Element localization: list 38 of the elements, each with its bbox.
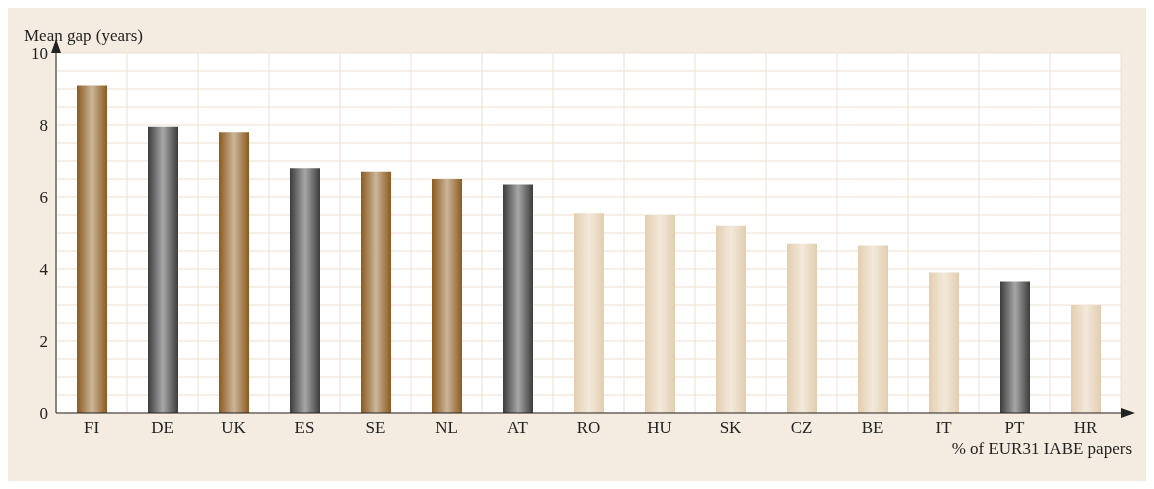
x-tick-label: ES	[294, 418, 315, 438]
x-tick-label: IT	[935, 418, 953, 438]
x-tick-label: FI	[83, 418, 100, 438]
x-tick-label: DE	[151, 418, 174, 438]
bar	[1000, 281, 1030, 413]
y-tick-label: 8	[39, 116, 48, 136]
x-tick-label: SK	[719, 418, 743, 438]
bar	[1071, 305, 1101, 413]
x-tick-label: UK	[221, 418, 247, 438]
bar	[929, 272, 959, 413]
y-tick-label: 10	[31, 44, 48, 64]
x-tick-label: AT	[507, 418, 529, 438]
x-tick-label: CZ	[790, 418, 813, 438]
y-tick-label: 6	[39, 188, 48, 208]
x-tick-label: HR	[1073, 418, 1098, 438]
bar	[148, 126, 178, 413]
bar	[290, 168, 320, 413]
bar	[361, 171, 391, 413]
x-tick-label: SE	[365, 418, 386, 438]
x-tick-label: PT	[1004, 418, 1026, 438]
bar	[574, 213, 604, 413]
bar	[645, 215, 675, 413]
bar	[858, 245, 888, 413]
bar	[787, 243, 817, 413]
y-tick-label: 4	[39, 260, 49, 280]
bar	[219, 132, 249, 413]
y-axis-title: Mean gap (years)	[24, 26, 143, 46]
bar	[503, 184, 533, 413]
bar	[716, 225, 746, 413]
x-tick-label: NL	[435, 418, 458, 438]
y-tick-label: 2	[39, 332, 48, 352]
x-tick-label: HU	[647, 418, 672, 438]
x-tick-label: BE	[861, 418, 884, 438]
bar	[432, 179, 462, 413]
y-tick-label: 0	[39, 404, 48, 424]
bar	[77, 85, 107, 413]
x-tick-label: RO	[576, 418, 601, 438]
x-axis-title: % of EUR31 IABE papers	[951, 439, 1132, 459]
